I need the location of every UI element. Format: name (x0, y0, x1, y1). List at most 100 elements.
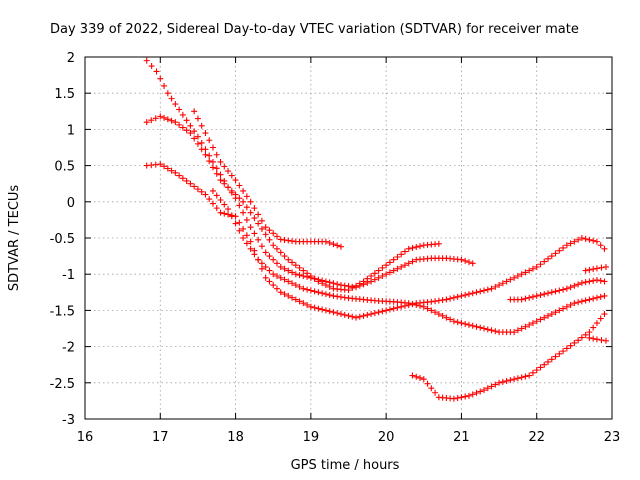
data-point (368, 278, 375, 285)
data-point (243, 204, 250, 211)
data-point (518, 325, 525, 332)
data-point (364, 311, 371, 318)
data-point (217, 158, 224, 165)
data-point (405, 260, 412, 267)
data-point (194, 186, 201, 193)
data-point (251, 205, 258, 212)
x-tick-label: 20 (378, 430, 395, 445)
data-point (179, 111, 186, 118)
data-point (232, 191, 239, 198)
data-point (465, 392, 472, 399)
data-point (176, 172, 183, 179)
x-tick-label: 19 (303, 430, 320, 445)
y-tick-label: 0 (67, 196, 75, 211)
data-point (503, 278, 510, 285)
data-point (191, 128, 198, 135)
data-point (548, 253, 555, 260)
chart-title: Day 339 of 2022, Sidereal Day-to-day VTE… (50, 22, 579, 37)
data-point (409, 244, 416, 251)
data-point (477, 388, 484, 395)
data-point (277, 263, 284, 270)
data-point (326, 283, 333, 290)
data-point (593, 294, 600, 301)
data-point (575, 299, 582, 306)
data-point (586, 278, 593, 285)
data-point (548, 356, 555, 363)
data-point (194, 140, 201, 147)
x-tick-label: 23 (604, 430, 621, 445)
data-point (545, 290, 552, 297)
data-point (179, 124, 186, 131)
data-point (541, 291, 548, 298)
data-point (578, 279, 585, 286)
series-track-5 (209, 187, 608, 336)
data-point (601, 278, 608, 285)
data-point (563, 242, 570, 249)
data-point (529, 320, 536, 327)
data-point (221, 163, 228, 170)
data-point (266, 278, 273, 285)
data-point (469, 290, 476, 297)
data-point (270, 242, 277, 249)
data-point (270, 230, 277, 237)
data-point (386, 306, 393, 313)
data-point (578, 298, 585, 305)
data-point (285, 256, 292, 263)
data-point (266, 227, 273, 234)
data-point (209, 144, 216, 151)
data-point (289, 269, 296, 276)
data-point (304, 301, 311, 308)
data-point (322, 307, 329, 314)
data-point (420, 376, 427, 383)
data-point (213, 192, 220, 199)
data-point (593, 336, 600, 343)
data-point (597, 315, 604, 322)
data-point (307, 273, 314, 280)
data-point (273, 233, 280, 240)
data-point (300, 273, 307, 280)
data-point (247, 245, 254, 252)
data-point (413, 301, 420, 308)
data-point (255, 236, 262, 243)
data-point (273, 245, 280, 252)
data-point (473, 289, 480, 296)
data-point (258, 265, 265, 272)
series-track-3 (143, 161, 608, 321)
data-point (243, 240, 250, 247)
data-point (496, 282, 503, 289)
data-point (567, 284, 574, 291)
data-point (383, 262, 390, 269)
data-point (209, 164, 216, 171)
data-point (187, 130, 194, 137)
data-point (262, 274, 269, 281)
data-point (405, 245, 412, 252)
data-point (277, 274, 284, 281)
data-point (481, 325, 488, 332)
data-point (450, 318, 457, 325)
data-point (522, 295, 529, 302)
data-point (236, 195, 243, 202)
data-point (213, 165, 220, 172)
x-tick-label: 21 (453, 430, 470, 445)
data-point (240, 225, 247, 232)
data-point (319, 280, 326, 287)
data-point (492, 381, 499, 388)
data-point (488, 327, 495, 334)
data-point (413, 373, 420, 380)
data-point (209, 187, 216, 194)
data-point (232, 177, 239, 184)
data-point (304, 286, 311, 293)
data-point (383, 307, 390, 314)
data-point (409, 301, 416, 308)
data-point (458, 320, 465, 327)
data-point (593, 265, 600, 272)
data-point (143, 119, 150, 126)
data-point (307, 287, 314, 294)
data-point (560, 244, 567, 251)
data-point (590, 237, 597, 244)
data-point (582, 297, 589, 304)
data-point (289, 280, 296, 287)
data-point (529, 293, 536, 300)
data-point (251, 215, 258, 222)
